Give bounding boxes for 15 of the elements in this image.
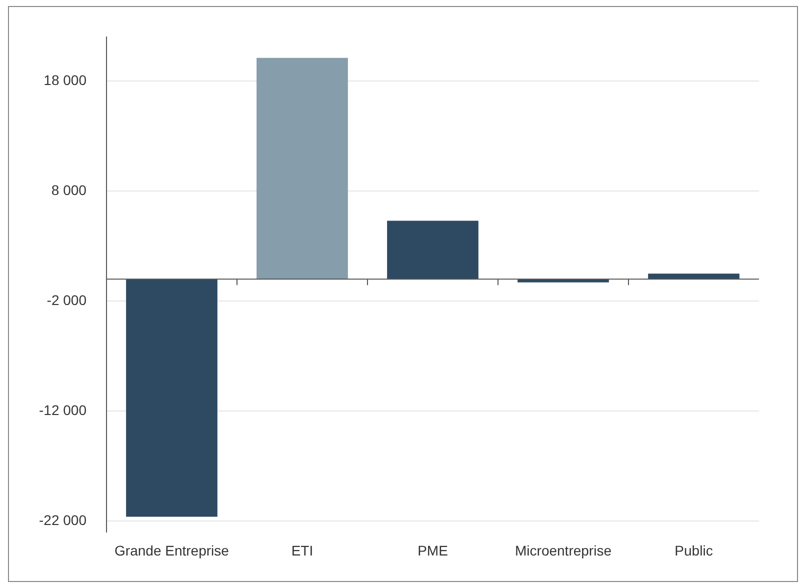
bar	[648, 274, 740, 280]
bar	[126, 279, 218, 517]
x-tick-label: Microentreprise	[515, 542, 612, 558]
x-tick-label: PME	[418, 542, 448, 558]
y-tick-label: 18 000	[44, 72, 87, 88]
y-tick-label: 8 000	[51, 182, 87, 198]
x-tick-label: Grande Entreprise	[114, 542, 230, 558]
bar	[256, 58, 348, 280]
y-tick-label: -2 000	[46, 292, 87, 308]
bar	[518, 279, 609, 282]
x-tick-label: Public	[674, 542, 713, 558]
y-tick-label: -12 000	[39, 402, 87, 418]
x-tick-label: ETI	[291, 542, 314, 558]
bar	[387, 220, 478, 280]
y-tick-label: -22 000	[39, 512, 87, 528]
